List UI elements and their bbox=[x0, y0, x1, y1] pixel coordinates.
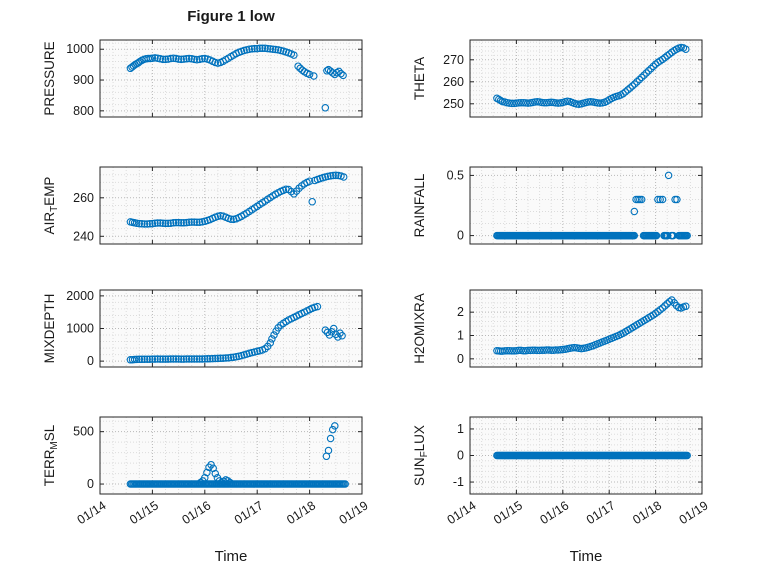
svg-text:01/18: 01/18 bbox=[630, 498, 664, 527]
svg-text:-1: -1 bbox=[453, 475, 464, 489]
data-points bbox=[493, 451, 691, 460]
data-points bbox=[126, 44, 347, 112]
svg-text:1: 1 bbox=[457, 329, 464, 343]
y-tick-labels: 0 1000 2000 bbox=[66, 289, 94, 368]
y-axis-label: TERRMSL bbox=[42, 424, 60, 486]
y-axis-label: H2OMIXRA bbox=[412, 293, 427, 364]
tick-marks bbox=[469, 290, 703, 367]
svg-text:0: 0 bbox=[457, 449, 464, 463]
subplot-theta: 250 260 270 THETA bbox=[412, 39, 703, 118]
tick-marks bbox=[469, 417, 703, 494]
y-axis-label: AIRTEMP bbox=[42, 177, 60, 235]
axes-box bbox=[99, 166, 363, 245]
data-points bbox=[493, 43, 690, 108]
y-tick-labels: -1 0 1 bbox=[453, 422, 464, 489]
svg-text:900: 900 bbox=[73, 73, 94, 87]
svg-text:0: 0 bbox=[457, 229, 464, 243]
svg-text:0: 0 bbox=[457, 352, 464, 366]
svg-text:01/15: 01/15 bbox=[491, 498, 525, 527]
subplot-terr_msl: 0 500 01/14 01/15 01/16 01/17 01/18 01/19 TERRMS… bbox=[42, 416, 371, 527]
svg-text:01/16: 01/16 bbox=[179, 498, 213, 527]
minor-grid bbox=[470, 417, 702, 494]
x-tick-labels: 01/14 01/15 01/16 01/17 01/18 01/19 bbox=[445, 498, 711, 527]
y-tick-labels: 0 500 bbox=[73, 425, 94, 491]
tick-marks bbox=[469, 167, 703, 244]
svg-text:2000: 2000 bbox=[66, 289, 94, 303]
svg-text:01/14: 01/14 bbox=[445, 498, 479, 527]
subplot-sun_flux: -1 0 1 01/14 01/15 01/16 01/17 01/18 01/19 SUNFLU… bbox=[412, 416, 711, 527]
svg-text:01/19: 01/19 bbox=[337, 498, 371, 527]
svg-text:260: 260 bbox=[73, 191, 94, 205]
tick-marks bbox=[99, 167, 363, 244]
svg-text:500: 500 bbox=[73, 425, 94, 439]
y-axis-label: RAINFALL bbox=[412, 173, 427, 237]
svg-text:01/18: 01/18 bbox=[284, 498, 318, 527]
svg-text:0: 0 bbox=[87, 354, 94, 368]
svg-text:250: 250 bbox=[443, 97, 464, 111]
y-tick-labels: 250 260 270 bbox=[443, 53, 464, 111]
minor-grid bbox=[100, 290, 362, 367]
svg-text:01/17: 01/17 bbox=[584, 498, 618, 527]
y-axis-label: PRESSURE bbox=[42, 41, 57, 115]
data-points bbox=[126, 171, 348, 228]
tick-marks bbox=[99, 290, 363, 367]
svg-text:2: 2 bbox=[457, 305, 464, 319]
svg-text:01/15: 01/15 bbox=[127, 498, 161, 527]
data-points bbox=[493, 296, 690, 355]
svg-text:01/19: 01/19 bbox=[677, 498, 711, 527]
svg-text:800: 800 bbox=[73, 104, 94, 118]
axes-box bbox=[99, 39, 363, 118]
svg-text:0.5: 0.5 bbox=[447, 168, 464, 182]
subplot-pressure: 800 900 1000 PRESSURE bbox=[42, 39, 363, 118]
svg-text:260: 260 bbox=[443, 75, 464, 89]
plot-background bbox=[470, 290, 702, 367]
data-points bbox=[493, 171, 691, 240]
axes-box bbox=[99, 416, 363, 495]
y-tick-labels: 0 1 2 bbox=[457, 305, 464, 366]
svg-text:1000: 1000 bbox=[66, 42, 94, 56]
svg-text:01/17: 01/17 bbox=[232, 498, 266, 527]
xlabel-right: Time bbox=[569, 548, 603, 565]
y-axis-label: MIXDEPTH bbox=[42, 294, 57, 364]
minor-grid bbox=[470, 167, 702, 244]
svg-text:01/16: 01/16 bbox=[537, 498, 571, 527]
tick-marks bbox=[99, 417, 363, 494]
subplot-h2omixra: 0 1 2 H2OMIXRA bbox=[412, 289, 703, 368]
y-tick-labels: 240 260 bbox=[73, 191, 94, 244]
xlabel-left: Time bbox=[214, 548, 248, 565]
data-points bbox=[126, 302, 346, 364]
svg-text:01/14: 01/14 bbox=[75, 498, 109, 527]
y-axis-label: THETA bbox=[412, 57, 427, 100]
svg-text:1: 1 bbox=[457, 422, 464, 436]
svg-text:270: 270 bbox=[443, 53, 464, 67]
tick-marks bbox=[469, 40, 703, 117]
svg-text:240: 240 bbox=[73, 229, 94, 243]
svg-text:1000: 1000 bbox=[66, 322, 94, 336]
y-tick-labels: 800 900 1000 bbox=[66, 42, 94, 118]
axes-box bbox=[469, 166, 703, 245]
axes-box bbox=[469, 289, 703, 368]
svg-text:0: 0 bbox=[87, 477, 94, 491]
subplot-mixdepth: 0 1000 2000 MIXDEPTH bbox=[42, 289, 363, 368]
subplot-air_temp: 240 260 AIRTEMP bbox=[42, 166, 363, 245]
x-tick-labels: 01/14 01/15 01/16 01/17 01/18 01/19 bbox=[75, 498, 371, 527]
tick-marks bbox=[99, 40, 363, 117]
y-axis-label: SUNFLUX bbox=[412, 425, 430, 486]
axes-box bbox=[469, 39, 703, 118]
data-points bbox=[126, 422, 349, 488]
figure-title: Figure 1 low bbox=[187, 8, 275, 25]
y-tick-labels: 00.5 bbox=[447, 168, 464, 242]
